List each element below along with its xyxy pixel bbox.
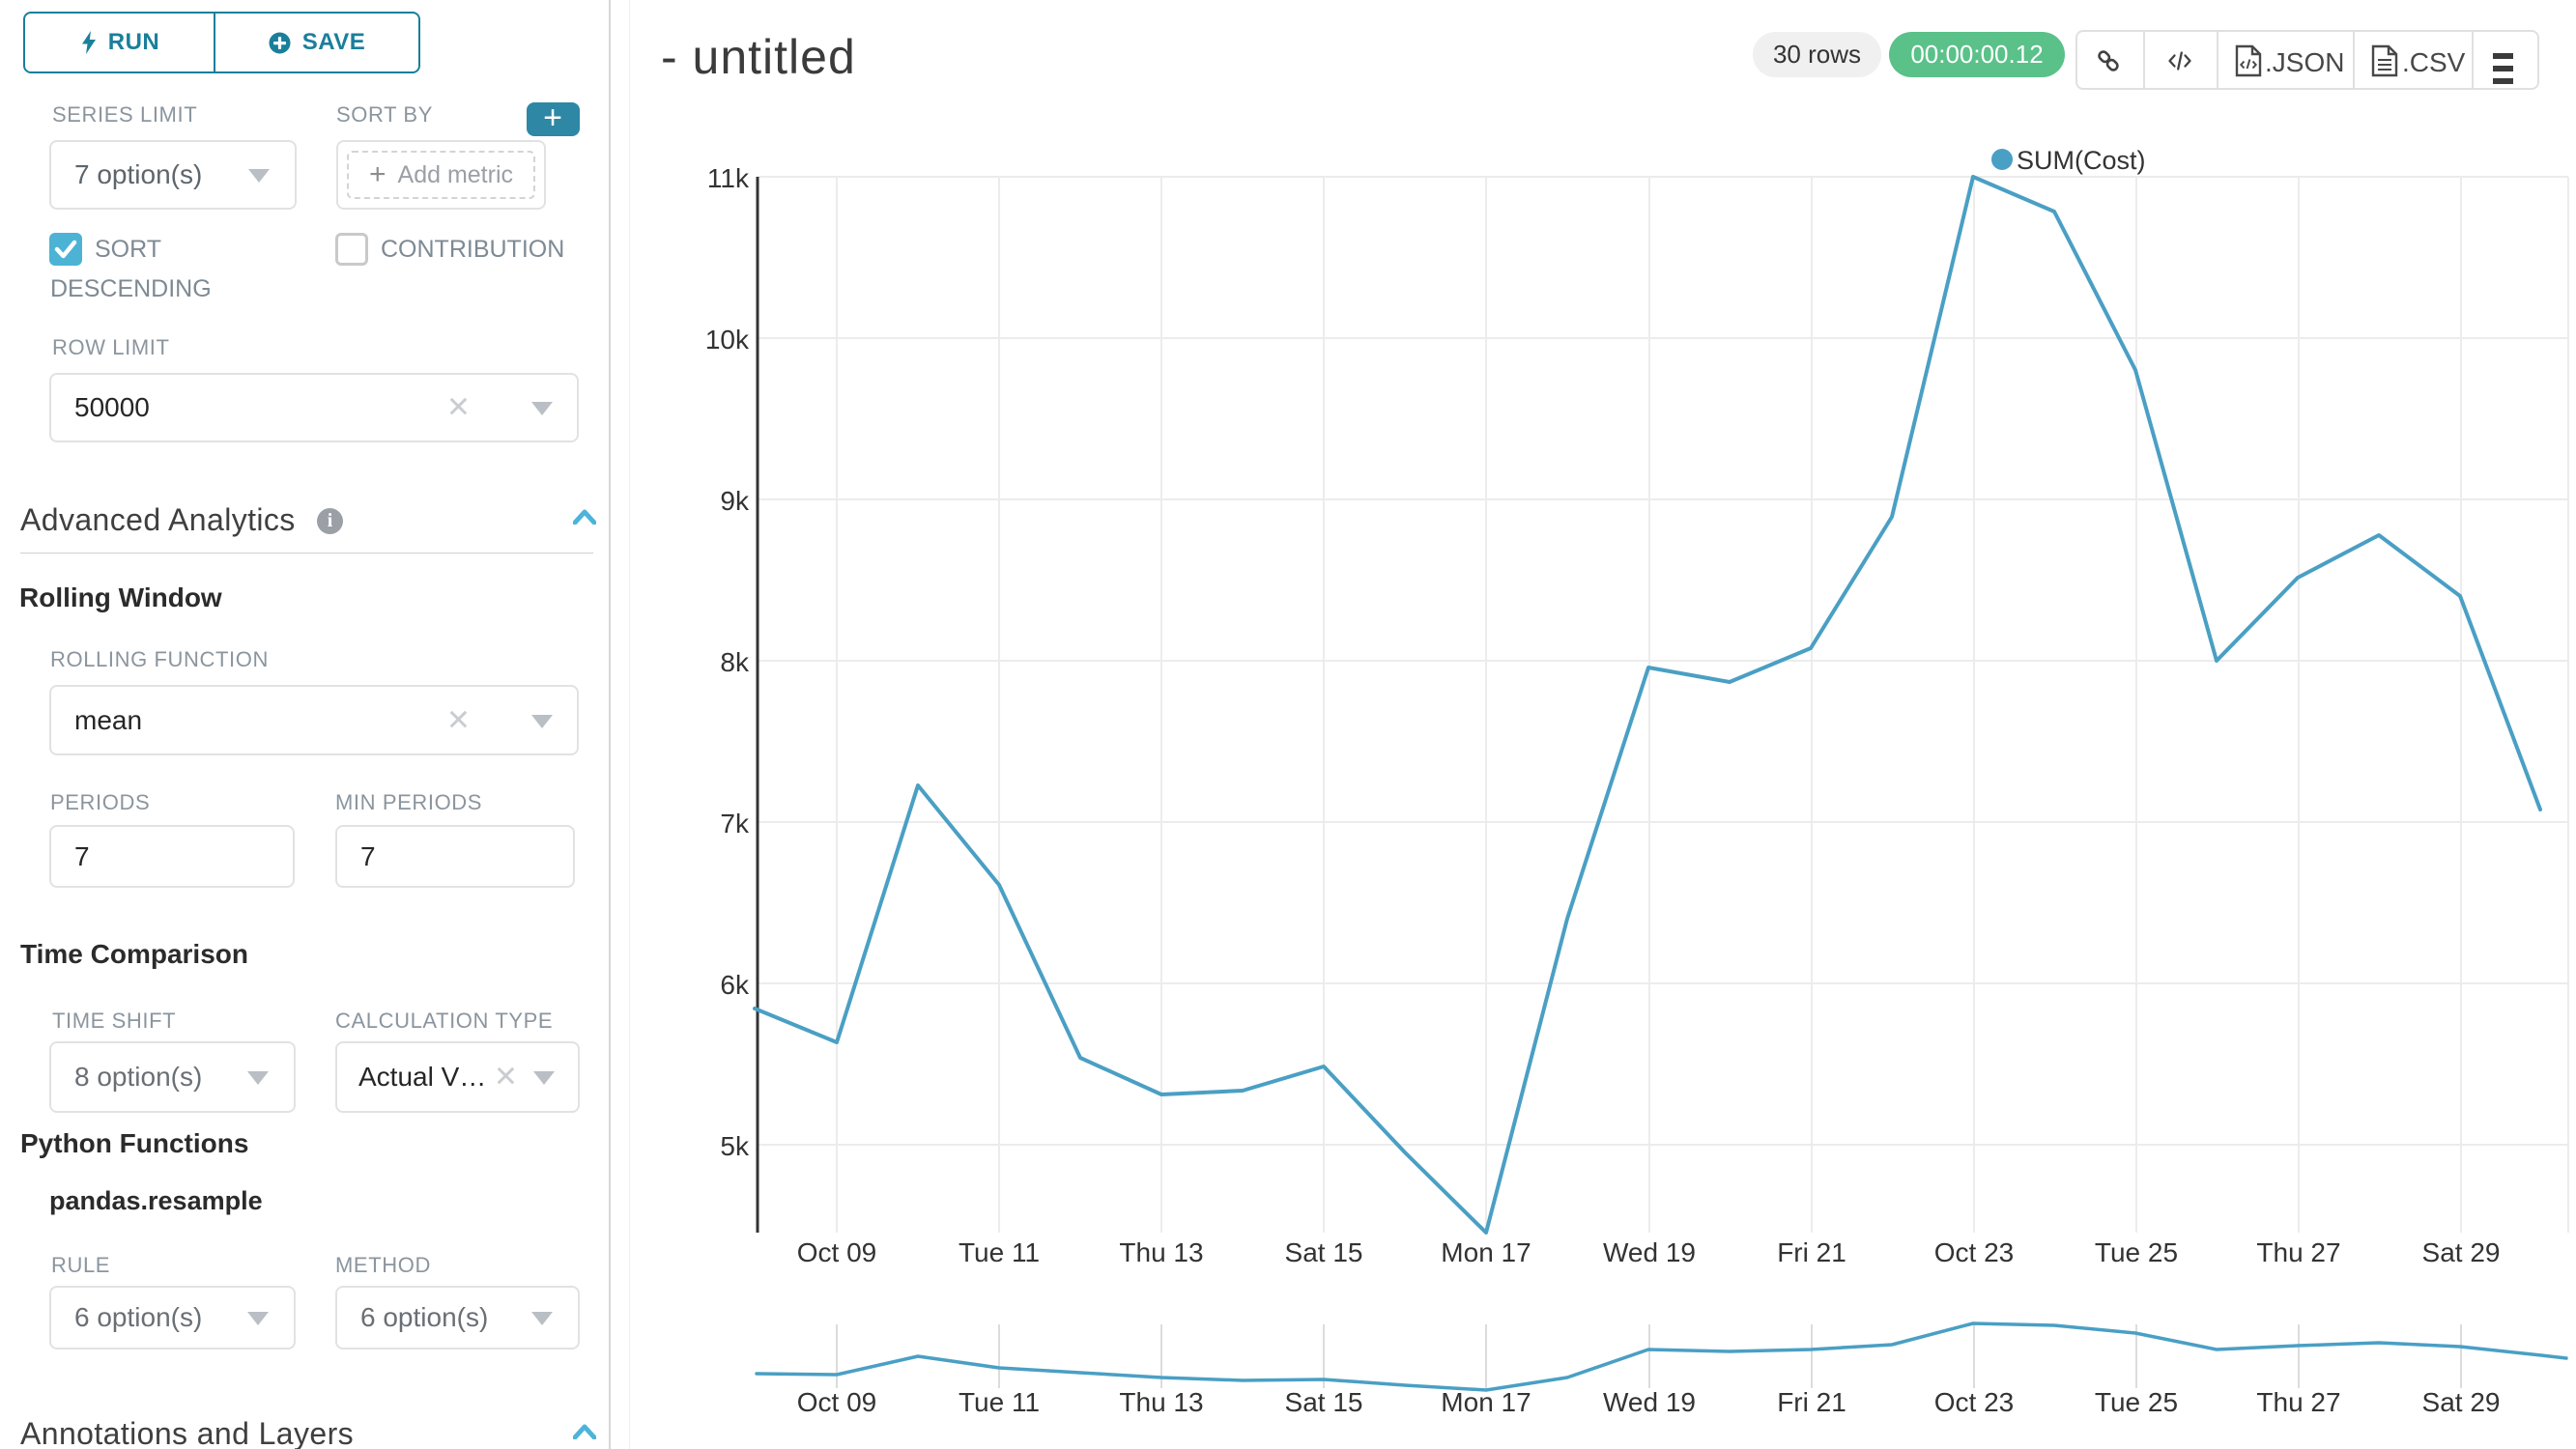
svg-text:Fri 21: Fri 21 <box>1777 1237 1846 1267</box>
svg-text:Thu 13: Thu 13 <box>1119 1237 1203 1267</box>
svg-text:Tue 11: Tue 11 <box>959 1237 1040 1267</box>
svg-text:Wed 19: Wed 19 <box>1603 1237 1696 1267</box>
svg-text:Thu 27: Thu 27 <box>2256 1237 2340 1267</box>
svg-text:Sat 15: Sat 15 <box>1285 1387 1363 1417</box>
svg-text:Fri 21: Fri 21 <box>1777 1387 1846 1417</box>
svg-text:Sat 29: Sat 29 <box>2422 1387 2501 1417</box>
svg-text:Sat 15: Sat 15 <box>1285 1237 1363 1267</box>
svg-text:Mon 17: Mon 17 <box>1441 1237 1531 1267</box>
svg-text:6k: 6k <box>720 970 750 1000</box>
svg-text:Sat 29: Sat 29 <box>2422 1237 2501 1267</box>
svg-text:Mon 17: Mon 17 <box>1441 1387 1531 1417</box>
svg-text:Tue 11: Tue 11 <box>959 1387 1040 1417</box>
svg-text:7k: 7k <box>720 809 750 838</box>
svg-text:10k: 10k <box>705 325 750 355</box>
svg-text:Oct 23: Oct 23 <box>1934 1387 2014 1417</box>
svg-text:Wed 19: Wed 19 <box>1603 1387 1696 1417</box>
svg-text:Thu 27: Thu 27 <box>2256 1387 2340 1417</box>
svg-text:Oct 23: Oct 23 <box>1934 1237 2014 1267</box>
svg-text:8k: 8k <box>720 647 750 677</box>
svg-text:Oct 09: Oct 09 <box>797 1387 876 1417</box>
svg-text:5k: 5k <box>720 1131 750 1161</box>
svg-text:Oct 09: Oct 09 <box>797 1237 876 1267</box>
svg-text:11k: 11k <box>707 163 750 193</box>
svg-text:Tue 25: Tue 25 <box>2095 1237 2178 1267</box>
svg-text:Tue 25: Tue 25 <box>2095 1387 2178 1417</box>
svg-text:Thu 13: Thu 13 <box>1119 1387 1203 1417</box>
svg-text:9k: 9k <box>720 486 750 516</box>
